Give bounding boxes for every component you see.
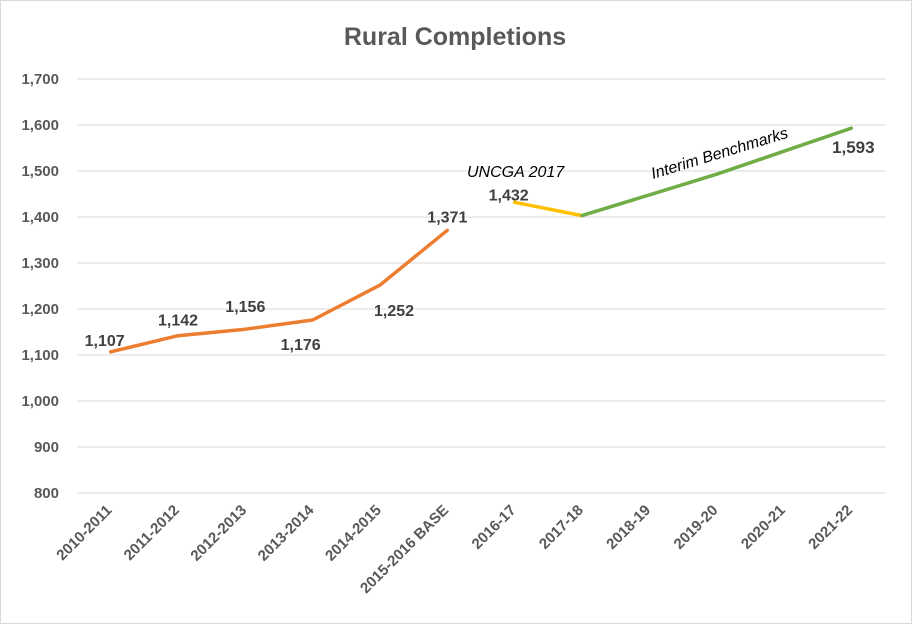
series-line-2: [512, 200, 584, 218]
x-axis-ticks: 2010-2011 2011-2012 2012-2013 2013-2014 2014…: [53, 501, 856, 597]
y-tick-label: 1,400: [21, 209, 59, 226]
data-label-2013-2014: 1,176: [281, 337, 321, 354]
x-tick-label: 2017-18: [536, 502, 587, 553]
data-label-2011-2012: 1,142: [158, 313, 198, 330]
data-label-2021-22: 1,593: [832, 138, 875, 157]
y-tick-label: 1,300: [21, 255, 59, 272]
x-tick-label: 2011-2012: [121, 502, 183, 564]
y-tick-label: 1,500: [21, 163, 59, 180]
series-line-1: [108, 228, 450, 354]
annotation-uncga-2017: UNCGA 2017: [467, 164, 565, 181]
series-line-3: [580, 126, 854, 218]
data-labels: 1,107 1,142 1,156 1,176 1,252 1,371 1,432 1,593: [85, 138, 875, 354]
y-tick-label: 1,700: [21, 71, 59, 88]
data-label-2015-2016-base: 1,371: [427, 209, 467, 226]
gridlines: [77, 78, 885, 494]
x-tick-label: 2010-2011: [53, 502, 115, 564]
x-tick-label: 2013-2014: [255, 501, 318, 564]
data-label-2012-2013: 1,156: [225, 299, 265, 316]
x-tick-label: 2018-19: [603, 502, 654, 553]
y-tick-label: 1,600: [21, 117, 59, 134]
y-axis-ticks: 800 900 1,000 1,100 1,200 1,300 1,400 1,500 1,60…: [21, 71, 59, 502]
series-lines: [108, 126, 854, 354]
x-tick-label: 2014-2015: [322, 502, 385, 565]
x-tick-label: 2021-22: [805, 502, 856, 553]
x-tick-label: 2019-20: [671, 502, 722, 553]
data-label-2014-2015: 1,252: [374, 303, 414, 320]
y-tick-label: 1,000: [21, 393, 59, 410]
x-tick-label: 2016-17: [469, 502, 520, 553]
x-tick-label: 2012-2013: [187, 502, 250, 565]
y-tick-label: 1,100: [21, 347, 59, 364]
y-tick-label: 900: [34, 439, 59, 456]
x-tick-label: 2020-21: [738, 502, 789, 553]
chart-title: Rural Completions: [344, 23, 566, 51]
data-label-2016-17: 1,432: [489, 187, 529, 204]
y-tick-label: 1,200: [21, 301, 59, 318]
data-label-2010-2011: 1,107: [85, 333, 125, 350]
y-tick-label: 800: [34, 485, 59, 502]
